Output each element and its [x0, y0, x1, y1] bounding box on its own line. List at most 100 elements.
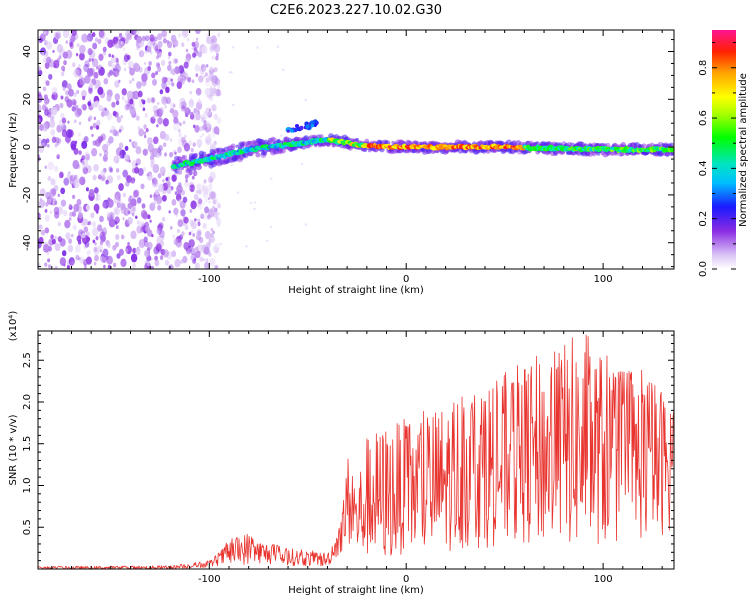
heatmap-cell: [143, 124, 147, 130]
heatmap-cell: [205, 129, 209, 133]
heatmap-cell: [84, 60, 90, 68]
heatmap-cell: [81, 158, 89, 168]
heatmap-cell: [113, 196, 120, 205]
heatmap-cell: [73, 203, 80, 212]
heatmap-cell: [170, 78, 173, 82]
heatmap-cell: [180, 101, 187, 110]
heatmap-cell: [48, 264, 51, 269]
heatmap-cell: [154, 109, 160, 117]
heatmap-cell: [189, 254, 195, 261]
heatmap-cell: [169, 101, 176, 110]
heatmap-cell: [135, 247, 141, 256]
heatmap-cell: [183, 76, 187, 81]
heatmap-cell: [177, 146, 182, 154]
heatmap-cell: [44, 62, 50, 69]
heatmap-cell: [171, 250, 177, 258]
heatmap-cell: [213, 140, 217, 146]
heatmap-cell: [88, 87, 93, 95]
heatmap-cell: [98, 30, 105, 38]
heatmap-cell: [103, 78, 109, 85]
heatmap-cell: [46, 41, 53, 50]
heatmap-cell: [230, 71, 233, 74]
heatmap-cell: [143, 134, 147, 139]
heatmap-cell: [115, 168, 120, 173]
heatmap-cell: [114, 241, 119, 248]
heatmap-cell: [97, 136, 101, 141]
heatmap-cell: [128, 60, 134, 69]
heatmap-cell: [72, 100, 77, 106]
heatmap-cell: [168, 51, 172, 57]
heatmap-cell: [299, 125, 304, 130]
heatmap-cell: [241, 141, 247, 146]
heatmap-cell: [168, 210, 171, 214]
heatmap-cell: [182, 154, 188, 160]
heatmap-cell: [79, 77, 86, 86]
heatmap-cell: [45, 201, 49, 207]
heatmap-cell: [207, 176, 213, 184]
heatmap-cell: [131, 205, 137, 212]
heatmap-cell: [182, 255, 188, 264]
heatmap-cell: [157, 40, 163, 48]
heatmap-cell: [75, 254, 80, 261]
heatmap-cell: [185, 48, 189, 53]
heatmap-cell: [208, 72, 215, 82]
heatmap-cell: [69, 41, 73, 47]
heatmap-cell: [136, 35, 143, 44]
heatmap-cell: [535, 141, 540, 146]
heatmap-cell: [192, 124, 196, 129]
heatmap-cell: [152, 114, 156, 120]
heatmap-cell: [60, 199, 67, 207]
heatmap-cell: [67, 244, 74, 253]
heatmap-cell: [107, 60, 113, 67]
heatmap-cell: [205, 258, 209, 263]
heatmap-cell: [190, 221, 197, 230]
heatmap-cell: [99, 153, 102, 157]
heatmap-cell: [156, 195, 163, 205]
heatmap-cell: [73, 179, 80, 189]
heatmap-cell: [79, 44, 86, 54]
heatmap-cell: [74, 108, 82, 118]
heatmap-cell: [355, 137, 359, 142]
heatmap-cell: [76, 43, 80, 48]
heatmap-cell: [135, 162, 138, 167]
heatmap-cell: [72, 224, 77, 231]
heatmap-cell: [51, 87, 58, 95]
heatmap-cell: [65, 40, 69, 44]
heatmap-cell: [172, 44, 176, 48]
heatmap-cell: [106, 212, 111, 218]
heatmap-cell: [319, 134, 324, 139]
heatmap-cell: [149, 34, 155, 42]
heatmap-cell: [89, 67, 95, 76]
heatmap-cell: [204, 206, 210, 214]
heatmap-cell: [217, 203, 222, 209]
heatmap-cell: [203, 120, 208, 126]
colorbar-tick-label: 0.8: [698, 60, 709, 76]
heatmap-cell: [100, 169, 106, 177]
heatmap-cell: [162, 117, 169, 127]
heatmap-cell: [198, 203, 203, 210]
heatmap-cell: [165, 86, 170, 94]
heatmap-cell: [171, 174, 177, 182]
heatmap-cell: [54, 200, 58, 206]
heatmap-cell: [38, 117, 41, 124]
heatmap-cell: [44, 262, 48, 267]
heatmap-cell: [141, 35, 146, 42]
heatmap-cell: [161, 76, 167, 84]
heatmap-cell: [130, 30, 137, 36]
heatmap-cell: [79, 52, 85, 61]
heatmap-cell: [91, 147, 98, 157]
heatmap-cell: [38, 123, 43, 131]
heatmap-cell: [52, 49, 55, 54]
heatmap-cell: [146, 97, 151, 104]
heatmap-cell: [236, 191, 240, 194]
heatmap-cell: [86, 256, 92, 265]
heatmap-cell: [136, 45, 140, 51]
colorbar-tick-label: 0.6: [698, 110, 709, 126]
heatmap-cell: [202, 222, 207, 229]
heatmap-cell: [174, 170, 179, 174]
heatmap-cell: [121, 95, 125, 101]
heatmap-cell: [81, 89, 87, 99]
heatmap-cell: [116, 202, 121, 208]
heatmap-cell: [206, 36, 212, 44]
heatmap-cell: [208, 108, 212, 112]
